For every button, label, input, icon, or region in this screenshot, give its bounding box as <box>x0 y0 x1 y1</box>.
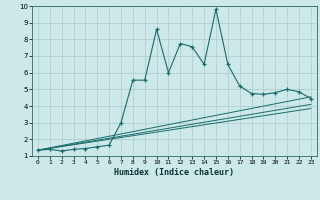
X-axis label: Humidex (Indice chaleur): Humidex (Indice chaleur) <box>115 168 234 177</box>
